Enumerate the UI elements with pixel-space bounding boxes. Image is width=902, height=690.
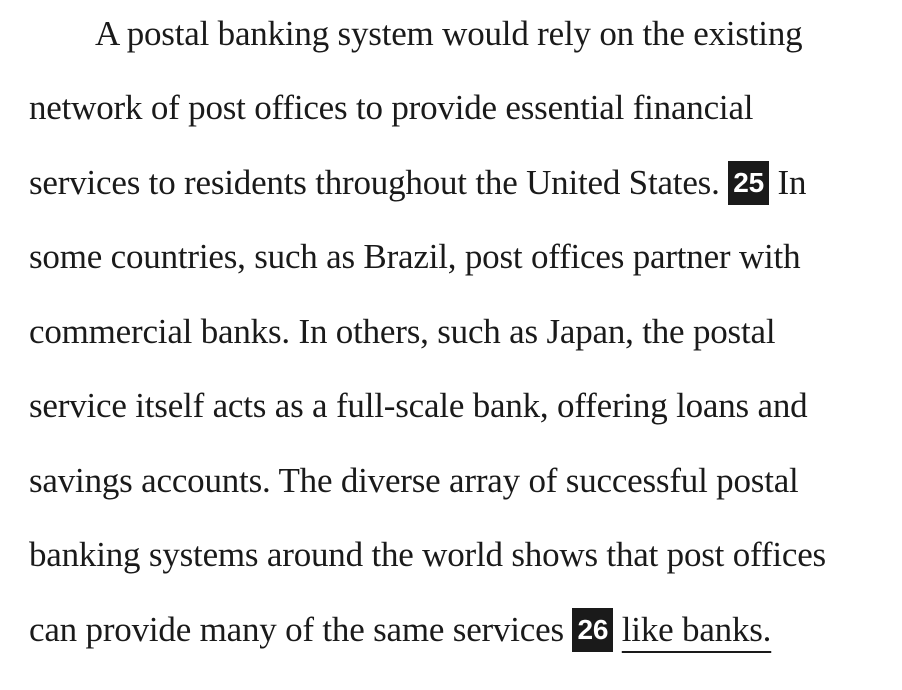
- underlined-answer-text[interactable]: like banks.: [621, 610, 772, 649]
- passage-text: savings accounts. The diverse array of s…: [29, 461, 799, 500]
- passage-text: In: [777, 163, 807, 202]
- passage-line-6: service itself acts as a full-scale bank…: [29, 383, 808, 429]
- passage-line-3: services to residents throughout the Uni…: [29, 160, 806, 206]
- question-marker-26[interactable]: 26: [572, 607, 614, 652]
- passage-text: A postal banking system would rely on th…: [95, 14, 803, 53]
- passage-line-2: network of post offices to provide essen…: [29, 85, 754, 131]
- question-marker-25[interactable]: 25: [728, 160, 769, 205]
- passage-line-5: commercial banks. In others, such as Jap…: [29, 309, 776, 355]
- passage-text: commercial banks. In others, such as Jap…: [29, 312, 776, 351]
- passage-line-7: savings accounts. The diverse array of s…: [29, 458, 799, 504]
- passage-line-9: can provide many of the same services 26…: [29, 607, 771, 653]
- passage-line-1: A postal banking system would rely on th…: [95, 11, 803, 57]
- passage-text: some countries, such as Brazil, post off…: [29, 237, 801, 276]
- passage-line-4: some countries, such as Brazil, post off…: [29, 234, 801, 280]
- passage-text: network of post offices to provide essen…: [29, 88, 754, 127]
- passage-text: service itself acts as a full-scale bank…: [29, 386, 808, 425]
- passage-line-8: banking systems around the world shows t…: [29, 532, 826, 578]
- passage-text: can provide many of the same services: [29, 610, 564, 649]
- passage-text: banking systems around the world shows t…: [29, 535, 826, 574]
- passage-text: services to residents throughout the Uni…: [29, 163, 720, 202]
